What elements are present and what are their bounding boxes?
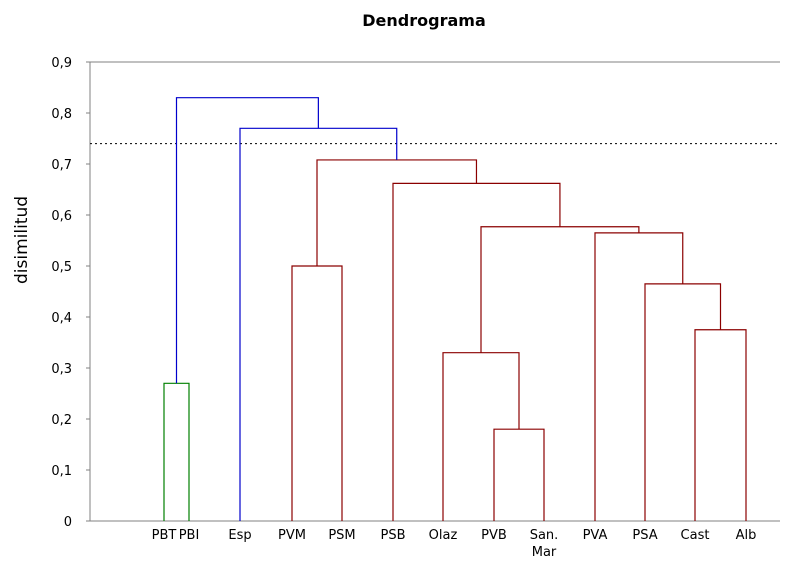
y-tick-label: 0,4 (51, 311, 72, 326)
link-m12 (175, 97, 319, 384)
leaf-label-PSA: PSA (632, 528, 657, 543)
y-tick-label: 0,8 (51, 107, 72, 122)
leaf-label-PVM: PVM (278, 528, 306, 543)
y-ticks: 0 0,1 0,2 0,3 0,4 0,5 0,6 0,7 0,8 0,9 (51, 56, 90, 530)
link-m9 (316, 159, 478, 266)
y-tick-label: 0,2 (51, 413, 72, 428)
leaf-label-PVB: PVB (481, 528, 507, 543)
link-m8 (291, 265, 343, 521)
leaf-label-PSM: PSM (328, 528, 355, 543)
y-tick-label: 0,1 (51, 464, 72, 479)
leaf-label-PBT: PBT (152, 528, 177, 543)
leaf-label-PSB: PSB (380, 528, 405, 543)
y-tick-label: 0,7 (51, 158, 72, 173)
leaf-labels: PBT PBI Esp PVM PSM PSB Olaz PVB San. Mar PVA PSA Ca… (152, 528, 757, 560)
leaf-label-Olaz: Olaz (429, 528, 458, 543)
y-tick-label: 0,6 (51, 209, 72, 224)
y-tick-label: 0,5 (51, 260, 72, 275)
link-m2 (442, 352, 520, 521)
leaf-label-Esp: Esp (228, 528, 251, 543)
link-m4 (644, 283, 722, 521)
dendrogram-links (163, 97, 747, 521)
link-m1 (493, 428, 545, 521)
leaf-label-Cast: Cast (681, 528, 710, 543)
chart-title: Dendrograma (362, 11, 485, 30)
leaf-label-PBI: PBI (179, 528, 200, 543)
leaf-label-SanMar: San. Mar (530, 528, 559, 560)
y-tick-label: 0,9 (51, 56, 72, 71)
y-tick-label: 0 (64, 515, 72, 530)
link-m11 (163, 382, 190, 521)
y-tick-label: 0,3 (51, 362, 72, 377)
axes (89, 61, 780, 522)
link-m10 (239, 127, 398, 521)
y-axis-label: disimilitud (12, 196, 32, 284)
leaf-label-PVA: PVA (583, 528, 608, 543)
leaf-label-Alb: Alb (736, 528, 757, 543)
link-m6 (480, 226, 640, 353)
link-m3 (694, 329, 747, 521)
link-m5 (594, 232, 684, 521)
